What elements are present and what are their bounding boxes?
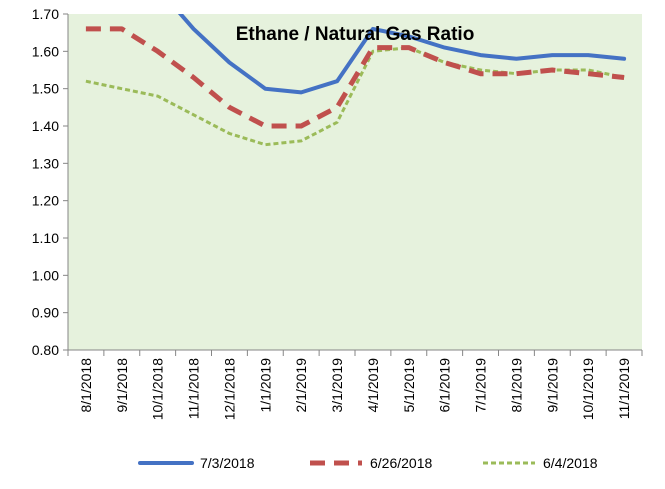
x-tick-label: 1/1/2019 [257, 358, 273, 413]
legend-label: 6/4/2018 [543, 455, 598, 471]
chart-title: Ethane / Natural Gas Ratio [236, 24, 475, 45]
x-tick-label: 12/1/2018 [221, 358, 237, 420]
legend-label: 6/26/2018 [370, 455, 432, 471]
x-tick-label: 10/1/2018 [150, 358, 166, 420]
x-tick-label: 5/1/2019 [401, 358, 417, 413]
y-tick-label: 1.50 [32, 81, 59, 97]
series-line-6/26/2018 [85, 26, 625, 129]
plot-area [68, 14, 642, 350]
y-tick-label: 1.20 [32, 193, 59, 209]
x-tick-label: 11/1/2019 [616, 358, 632, 419]
y-tick-label: 1.40 [32, 118, 59, 134]
x-axis: 8/1/2018 9/1/2018 10/1/2018 11/1/2018 12/1/2… [67, 349, 643, 420]
x-tick-label: 8/1/2018 [78, 358, 94, 413]
x-tick-label: 8/1/2019 [508, 358, 524, 413]
series-line-6/4/2018 [85, 46, 625, 147]
x-tick-label: 9/1/2018 [114, 358, 130, 413]
y-axis: 0.80 0.90 1.00 1.10 1.20 1.30 1.40 1.50 1.60 1.70 [32, 6, 69, 358]
x-tick-label: 3/1/2019 [329, 358, 345, 413]
x-tick-label: 10/1/2019 [580, 358, 596, 420]
x-tick-label: 6/1/2019 [437, 358, 453, 413]
x-tick-label: 2/1/2019 [293, 358, 309, 413]
y-tick-label: 1.30 [32, 155, 59, 171]
y-tick-label: 1.70 [32, 6, 59, 22]
y-tick-label: 0.90 [32, 305, 59, 321]
x-tick-label: 4/1/2019 [365, 358, 381, 413]
y-tick-label: 1.00 [32, 267, 59, 283]
x-tick-label: 11/1/2018 [186, 358, 202, 419]
y-tick-label: 1.10 [32, 230, 59, 246]
x-tick-label: 9/1/2019 [544, 358, 560, 413]
series-layer [85, 14, 627, 147]
legend: 7/3/2018 6/26/2018 6/4/2018 [138, 455, 598, 471]
legend-label: 7/3/2018 [200, 455, 255, 471]
y-tick-label: 1.60 [32, 43, 59, 59]
series-line-7/3/2018 [177, 14, 627, 95]
x-tick-label: 7/1/2019 [473, 358, 489, 413]
y-tick-label: 0.80 [32, 342, 59, 358]
